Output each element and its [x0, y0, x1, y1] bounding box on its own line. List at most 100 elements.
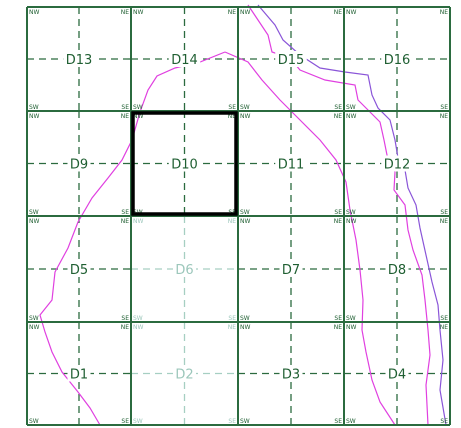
- corner-label-ne: NE: [228, 324, 236, 331]
- cell-label: D13: [66, 53, 93, 68]
- cell-label: D10: [171, 158, 198, 173]
- cell-label: D8: [388, 263, 406, 278]
- corner-label-ne: NE: [228, 9, 236, 16]
- grid-cell-d13[interactable]: D13: [27, 7, 131, 111]
- corner-label-nw: NW: [29, 218, 39, 225]
- grid-cell-d9[interactable]: D9: [27, 111, 131, 216]
- corner-label-ne: NE: [440, 9, 448, 16]
- corner-label-sw: SW: [29, 418, 39, 425]
- grid-cell-d2[interactable]: D2: [131, 322, 238, 425]
- corner-label-se: SE: [334, 209, 342, 216]
- cell-label-background: [168, 155, 201, 172]
- corner-label-se: SE: [121, 315, 129, 322]
- cell-label: D12: [384, 158, 411, 173]
- corner-label-ne: NE: [228, 113, 236, 120]
- grid-cell-d15[interactable]: D15: [238, 7, 344, 111]
- corner-label-se: SE: [440, 209, 448, 216]
- corner-label-sw: SW: [346, 418, 356, 425]
- cell-label: D1: [70, 368, 88, 383]
- corner-label-ne: NE: [440, 218, 448, 225]
- cell-label-background: [385, 365, 409, 382]
- cell-label: D7: [282, 263, 300, 278]
- grid-cell-d4[interactable]: D4: [344, 322, 450, 425]
- cell-label-background: [381, 155, 413, 172]
- cell-label-background: [67, 261, 91, 277]
- grid-cell-d10[interactable]: D10: [131, 111, 238, 216]
- corner-label-se: SE: [440, 104, 448, 111]
- cell-label: D5: [70, 263, 88, 278]
- corner-label-ne: NE: [121, 113, 129, 120]
- corner-label-sw: SW: [346, 104, 356, 111]
- cell-label-background: [173, 365, 196, 382]
- corner-label-se: SE: [228, 418, 236, 425]
- cell-label-background: [381, 51, 413, 67]
- corner-label-se: SE: [121, 418, 129, 425]
- cell-label: D9: [70, 158, 88, 173]
- cell-label: D14: [171, 53, 198, 68]
- corner-label-nw: NW: [346, 113, 356, 120]
- corner-label-sw: SW: [346, 209, 356, 216]
- corner-label-se: SE: [440, 315, 448, 322]
- corner-label-sw: SW: [240, 418, 250, 425]
- boundary-magenta-inner: [224, 51, 396, 426]
- cell-label: D11: [278, 158, 305, 173]
- corner-label-nw: NW: [240, 324, 250, 331]
- cell-label-background: [385, 261, 409, 277]
- corner-label-sw: SW: [133, 418, 143, 425]
- corner-label-ne: NE: [334, 113, 342, 120]
- corner-label-nw: NW: [346, 218, 356, 225]
- corner-label-ne: NE: [334, 9, 342, 16]
- corner-label-nw: NW: [29, 9, 39, 16]
- cell-label: D3: [282, 368, 300, 383]
- corner-label-se: SE: [121, 209, 129, 216]
- cell-label: D2: [175, 368, 193, 383]
- corner-label-sw: SW: [133, 315, 143, 322]
- corner-label-ne: NE: [440, 113, 448, 120]
- grid-cell-d16[interactable]: D16: [344, 7, 450, 111]
- cell-label-background: [168, 51, 201, 67]
- cell-label-background: [279, 261, 303, 277]
- grid-cell-d1[interactable]: D1: [27, 322, 131, 425]
- cell-label-background: [173, 261, 196, 277]
- corner-label-se: SE: [334, 418, 342, 425]
- cell-label: D15: [278, 53, 305, 68]
- cell-label: D6: [175, 263, 193, 278]
- cell-label-background: [275, 51, 307, 67]
- grid-cell-d3[interactable]: D3: [238, 322, 344, 425]
- corner-label-nw: NW: [346, 9, 356, 16]
- boundary-magenta-outline: [39, 51, 226, 426]
- corner-label-nw: NW: [133, 324, 143, 331]
- cell-label-background: [279, 365, 303, 382]
- grid-cell-d12[interactable]: D12: [344, 111, 450, 216]
- corner-label-sw: SW: [29, 209, 39, 216]
- corner-label-nw: NW: [133, 218, 143, 225]
- grid-cell-d11[interactable]: D11: [238, 111, 344, 216]
- corner-label-ne: NE: [121, 218, 129, 225]
- corner-label-ne: NE: [334, 218, 342, 225]
- cell-label-background: [67, 365, 91, 382]
- cell-label-background: [67, 155, 91, 172]
- cell-label-background: [275, 155, 307, 172]
- grid-cells: D13 D14 D15 D16 D9 D10 D11 D12 D5 D6 D7 D8 D1 D2 D3 D4: [27, 7, 450, 425]
- corner-label-nw: NW: [240, 218, 250, 225]
- grid-cell-d14[interactable]: D14: [131, 7, 238, 111]
- corner-label-ne: NE: [121, 324, 129, 331]
- corner-label-sw: SW: [346, 315, 356, 322]
- corner-label-sw: SW: [240, 104, 250, 111]
- grid-cell-d7[interactable]: D7: [238, 216, 344, 322]
- selected-cell-outline: [131, 111, 238, 216]
- corner-label-sw: SW: [133, 104, 143, 111]
- corner-label-nw: NW: [29, 324, 39, 331]
- grid-cell-d5[interactable]: D5: [27, 216, 131, 322]
- corner-label-nw: NW: [29, 113, 39, 120]
- corner-label-sw: SW: [29, 315, 39, 322]
- grid-cell-d6[interactable]: D6: [131, 216, 238, 322]
- corner-label-sw: SW: [240, 315, 250, 322]
- cell-label: D16: [384, 53, 411, 68]
- cell-label: D4: [388, 368, 406, 383]
- corner-label-sw: SW: [240, 209, 250, 216]
- corner-label-ne: NE: [440, 324, 448, 331]
- grid-cell-d8[interactable]: D8: [344, 216, 450, 322]
- corner-label-nw: NW: [133, 113, 143, 120]
